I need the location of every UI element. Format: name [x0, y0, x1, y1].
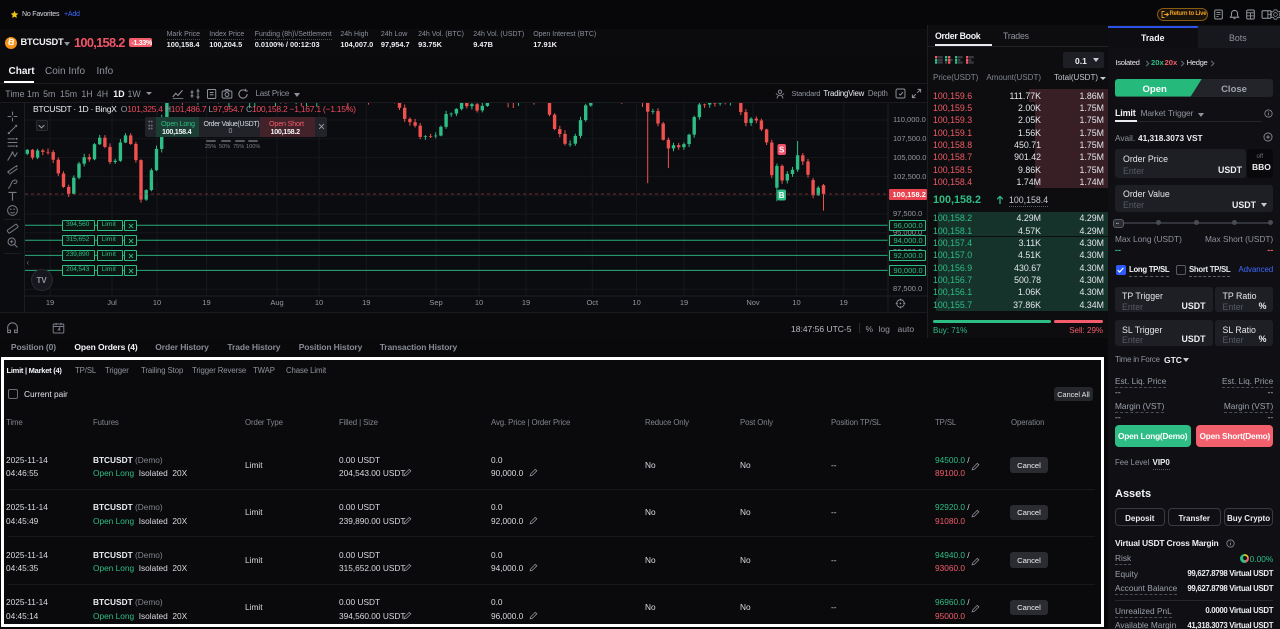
svg-text:S: S	[779, 146, 785, 155]
svg-text:B: B	[779, 191, 785, 200]
